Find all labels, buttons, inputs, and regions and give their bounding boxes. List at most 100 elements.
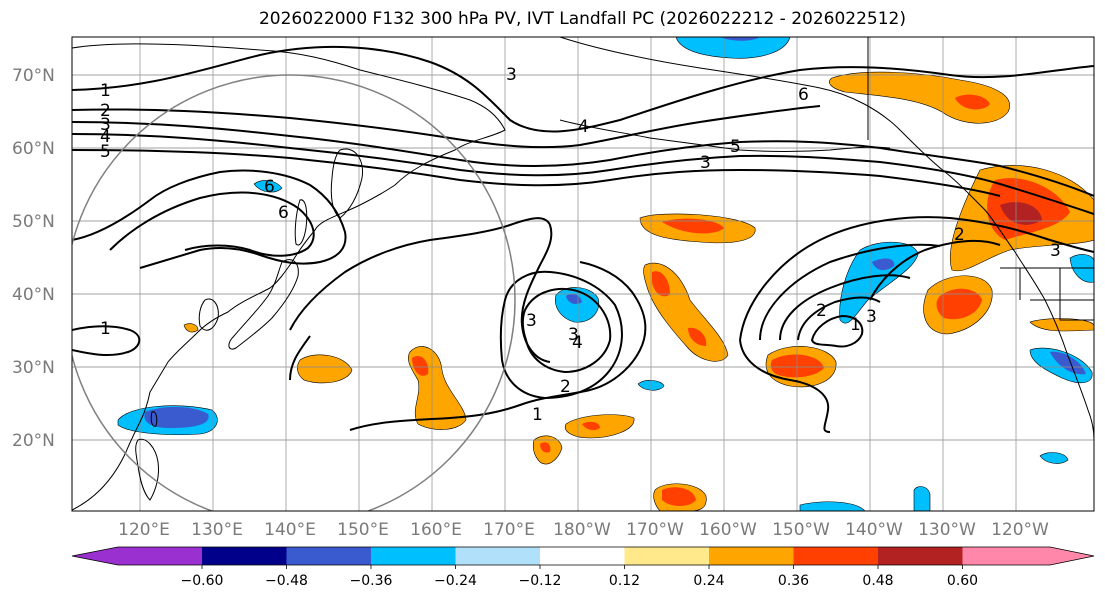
map-title: 2026022000 F132 300 hPa PV, IVT Landfall… xyxy=(258,9,906,29)
colorbar-tick-label: −0.12 xyxy=(519,573,562,589)
contour-cyclone-2 xyxy=(779,274,911,341)
target-radius-circle xyxy=(72,74,516,511)
colorbar-seg-4 xyxy=(455,547,540,565)
blue-patch-central-core xyxy=(872,258,895,271)
map-frame xyxy=(71,36,1095,512)
contour-label: 6 xyxy=(798,85,809,105)
orange-patch-west1 xyxy=(297,354,353,384)
colorbar-tick-label: 0.48 xyxy=(862,573,893,589)
lon-label: 160°E xyxy=(410,520,462,540)
colorbar-tick-label: 0.60 xyxy=(947,573,978,589)
colorbar-ticks xyxy=(201,565,963,569)
blue-patch-baja-core xyxy=(1050,351,1086,375)
contour-label: 4 xyxy=(100,127,111,147)
contour-label: 3 xyxy=(568,325,579,345)
blue-patch-arctic xyxy=(675,37,791,59)
colorbar-seg-9 xyxy=(878,547,963,565)
contour-label: 3 xyxy=(526,311,537,331)
orange-patch-tiny xyxy=(183,323,199,333)
contour-label: 5 xyxy=(730,137,741,157)
contour-label: 2 xyxy=(954,225,965,245)
colorbar-seg-3 xyxy=(371,547,456,565)
lat-label-50: 50°N xyxy=(12,212,55,232)
red-patch-calif xyxy=(936,288,982,320)
lon-label: 130°E xyxy=(191,520,243,540)
contour-1-north xyxy=(72,45,1094,133)
colorbar-seg-2 xyxy=(286,547,371,565)
contour-trough-west xyxy=(72,169,347,269)
red-patch-mid1 xyxy=(662,218,724,234)
colorbar-tick-label: 0.36 xyxy=(778,573,809,589)
contour-3-north xyxy=(72,121,1094,197)
contour-5-north xyxy=(72,149,1001,197)
red-patch-west2 xyxy=(412,355,429,376)
contour-cyclone-outer xyxy=(739,216,1094,341)
lat-label-30: 30°N xyxy=(12,358,55,378)
contour-loop-dateline2 xyxy=(521,288,612,374)
lat-label-70: 70°N xyxy=(12,66,55,86)
blue-patch-phil-sea-core xyxy=(144,406,209,428)
contour-label: 2 xyxy=(816,301,827,321)
contour-label: 3 xyxy=(100,115,111,135)
red-patch-s2 xyxy=(540,442,551,453)
colorbar-seg-1 xyxy=(202,547,287,565)
us-states xyxy=(1019,268,1094,321)
blue-patch-arctic-core xyxy=(720,37,760,41)
contour-label: 3 xyxy=(866,307,877,327)
colorbar-seg-7 xyxy=(709,547,794,565)
colorbar-seg-0 xyxy=(72,547,202,565)
darkred-patch-pnw xyxy=(1000,202,1042,225)
lon-label: 170°E xyxy=(483,520,535,540)
contour-label: 1 xyxy=(100,319,111,339)
colorbar-seg-6 xyxy=(624,547,709,565)
contour-label: 3 xyxy=(700,153,711,173)
contour-circle-dateline xyxy=(499,270,623,400)
lon-label: 140°E xyxy=(264,520,316,540)
contour-ridge-bottom xyxy=(289,335,311,381)
contour-cyclone-tail xyxy=(739,339,831,433)
colorbar-seg-10 xyxy=(962,547,1094,565)
red-patch-mid2a xyxy=(652,271,670,297)
contour-ridge-mid xyxy=(289,217,553,363)
lon-label: 150°E xyxy=(337,520,389,540)
colorbar-tick-label: 0.24 xyxy=(693,573,724,589)
red-patch-mid2b xyxy=(688,327,707,346)
contour-label: 1 xyxy=(100,81,111,101)
contour-label: 2 xyxy=(100,101,111,121)
contour-cyclone-core xyxy=(810,314,864,348)
contour-label: 1 xyxy=(850,315,861,335)
lon-label: 120°E xyxy=(118,520,170,540)
contour-2-north xyxy=(72,105,821,149)
lat-label-40: 40°N xyxy=(12,285,55,305)
philippines xyxy=(135,438,159,501)
contour-label: 6 xyxy=(278,203,289,223)
contour-1-west xyxy=(72,325,141,357)
colorbar-tick-label: −0.36 xyxy=(350,573,393,589)
asia-coast xyxy=(72,43,506,511)
contour-cyclone-1 xyxy=(759,243,941,341)
contour-label: 5 xyxy=(100,142,111,162)
contour-label: 3 xyxy=(506,65,517,85)
sakhalin xyxy=(294,199,308,246)
colorbar-tick-label: −0.60 xyxy=(181,573,224,589)
longitude-labels: 120°E 130°E 140°E 150°E 160°E 170°E 180°… xyxy=(118,520,1049,540)
red-patch-s3 xyxy=(662,487,696,506)
lon-label: 180°W xyxy=(553,520,611,540)
shaded-fields xyxy=(117,37,1094,511)
blue-patch-se xyxy=(1039,452,1069,464)
colorbar-tick-label: 0.12 xyxy=(609,573,640,589)
us-border xyxy=(867,37,1094,269)
colorbar-tick-label: −0.24 xyxy=(434,573,477,589)
lat-label-60: 60°N xyxy=(12,139,55,159)
colorbar-seg-5 xyxy=(540,547,625,565)
colorbar-tick-label: −0.48 xyxy=(265,573,308,589)
blue-patch-south2 xyxy=(913,486,931,511)
lon-label: 160°W xyxy=(699,520,757,540)
contour-label: 4 xyxy=(578,117,589,137)
japan xyxy=(228,259,299,350)
contour-label: 6 xyxy=(264,177,275,197)
contour-east-coast xyxy=(869,239,1001,301)
contour-label: 3 xyxy=(1050,241,1061,261)
lon-label: 150°W xyxy=(772,520,830,540)
